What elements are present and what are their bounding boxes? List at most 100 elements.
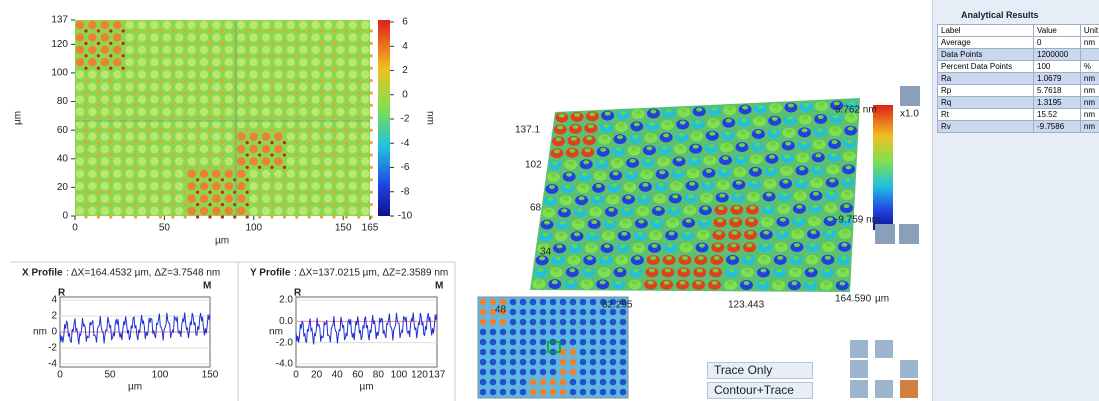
bump-top [696, 281, 702, 285]
z-min: -9.759 nm [835, 215, 880, 226]
dot [212, 207, 220, 215]
pan-up[interactable] [875, 340, 893, 358]
contour-trace-button[interactable]: Contour+Trace [707, 382, 813, 399]
dot [258, 203, 261, 206]
dot [122, 116, 125, 119]
reset-view[interactable] [900, 380, 918, 398]
dot [171, 116, 174, 119]
bump-top [645, 158, 651, 162]
dot [270, 141, 273, 144]
bump-top [708, 144, 714, 148]
dot [122, 104, 125, 107]
dot [324, 145, 332, 153]
dot [122, 215, 125, 218]
dot [187, 182, 195, 190]
dot [84, 116, 87, 119]
dot [311, 132, 319, 140]
dot [249, 194, 257, 202]
bump-top [701, 219, 707, 223]
pan-right[interactable] [900, 360, 918, 378]
dot [101, 157, 109, 165]
dot [84, 67, 87, 70]
mini-dot [500, 359, 507, 366]
mini-dot [560, 309, 567, 316]
dot [150, 207, 158, 215]
dot [270, 203, 273, 206]
dot [270, 116, 273, 119]
bump-top [740, 131, 746, 135]
dot [225, 108, 233, 116]
dot [295, 153, 298, 156]
mini-dot [560, 379, 567, 386]
zoom-out[interactable] [850, 380, 868, 398]
dot [109, 166, 112, 169]
dot [295, 129, 298, 132]
bump-top [642, 183, 648, 187]
dot [320, 104, 323, 107]
dot [287, 194, 295, 202]
dot [159, 104, 162, 107]
dot [357, 104, 360, 107]
dot [88, 132, 96, 140]
dot [88, 70, 96, 78]
table-cell: nm [1080, 85, 1099, 97]
bump-top [808, 269, 814, 273]
dot [159, 166, 162, 169]
dot [270, 29, 273, 32]
dot [237, 170, 245, 178]
dot [113, 157, 121, 165]
mini-dot [480, 359, 487, 366]
dot [332, 79, 335, 82]
view-button[interactable] [875, 224, 895, 244]
bump-top [559, 114, 565, 118]
dot [299, 95, 307, 103]
bump-top [783, 167, 789, 171]
bump-top [794, 243, 800, 247]
dot [97, 166, 100, 169]
bump-top [621, 232, 627, 236]
bump-top [761, 256, 767, 260]
mini-dot [550, 329, 557, 336]
dot [84, 141, 87, 144]
dot [349, 194, 357, 202]
dot [187, 33, 195, 41]
dot [138, 132, 146, 140]
dot [349, 33, 357, 41]
bump-top [797, 192, 803, 196]
bump-top [775, 281, 781, 285]
dot [84, 54, 87, 57]
mini-dot [590, 379, 597, 386]
dot [171, 191, 174, 194]
bump-top [553, 268, 559, 272]
mini-dot [510, 299, 517, 306]
dot [208, 153, 211, 156]
bump-top [704, 194, 710, 198]
dot [249, 207, 257, 215]
dot [320, 116, 323, 119]
dot [357, 79, 360, 82]
table-cell: Average [938, 37, 1034, 49]
mini-dot [590, 319, 597, 326]
dot [125, 108, 133, 116]
bump-top [654, 219, 660, 223]
dot [175, 145, 183, 153]
mini-dot [610, 369, 617, 376]
dot [101, 58, 109, 66]
bump-top [569, 268, 575, 272]
mini-dot [520, 329, 527, 336]
dot [113, 58, 121, 66]
view-button[interactable] [899, 224, 919, 244]
dot [287, 170, 295, 178]
dot [138, 157, 146, 165]
dot [262, 21, 270, 29]
dot [109, 91, 112, 94]
pan-left[interactable] [850, 360, 868, 378]
trace-only-button[interactable]: Trace Only [707, 362, 813, 379]
zoom-in[interactable] [850, 340, 868, 358]
dot [138, 46, 146, 54]
axis-label: µm [128, 382, 142, 393]
bump-top [558, 232, 564, 236]
pan-down[interactable] [875, 380, 893, 398]
bump-top [585, 148, 591, 152]
zoom-button[interactable] [900, 86, 920, 106]
